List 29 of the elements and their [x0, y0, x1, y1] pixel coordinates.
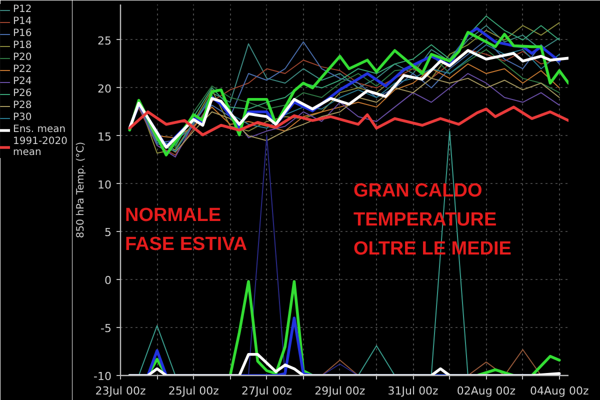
annotation: NORMALE FASE ESTIVA: [124, 204, 248, 255]
x-tick-label: 04Aug 00z: [530, 384, 589, 398]
legend-label: P22: [13, 64, 33, 75]
legend-label: P30: [13, 112, 33, 123]
y-tick-label: -5: [100, 322, 112, 336]
legend-label: P24: [13, 76, 33, 87]
y-axis-title: 850 hPa Temp. (°C): [76, 142, 87, 238]
legend-label: 1991-2020 mean: [13, 136, 68, 158]
x-tick-label: 31Jul 00z: [388, 384, 439, 398]
legend-label: P14: [13, 16, 33, 27]
legend-label: P16: [13, 28, 33, 39]
x-tick-label: 02Aug 00z: [456, 384, 516, 398]
x-tick-label: 27Jul 00z: [242, 384, 292, 398]
y-tick-label: 10: [98, 178, 112, 192]
legend-label: Ens. mean: [13, 124, 66, 135]
legend-label: P18: [13, 40, 33, 51]
x-tick-label: 23Jul 00z: [95, 384, 146, 398]
y-tick-label: 5: [104, 226, 112, 240]
legend-label: P26: [13, 88, 33, 99]
y-tick-label: 20: [98, 82, 112, 96]
y-tick-label: -10: [94, 370, 112, 383]
x-tick-label: 29Jul 00z: [314, 384, 366, 398]
y-tick-label: 0: [104, 274, 112, 288]
y-tick-label: 25: [98, 34, 112, 48]
y-tick-label: 15: [98, 130, 112, 144]
x-tick-label: 25Jul 00z: [168, 384, 220, 398]
legend-label: P28: [13, 100, 33, 111]
legend-label: P20: [13, 52, 33, 63]
legend-label: P12: [13, 4, 33, 15]
